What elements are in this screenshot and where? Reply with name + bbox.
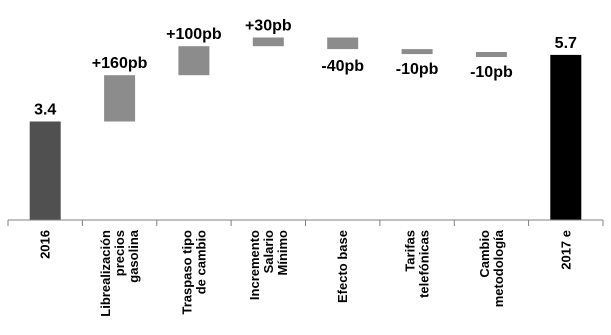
category-label-1: Librealización precios gasolina — [98, 229, 141, 316]
bar-6 — [475, 52, 507, 57]
bar-2 — [178, 46, 210, 76]
category-label-4: Efecto base — [335, 230, 350, 303]
value-label-7: 5.7 — [555, 35, 577, 52]
value-label-0: 3.4 — [34, 102, 56, 119]
value-label-4: -40pb — [321, 58, 364, 75]
category-label-line: telefónicas — [417, 230, 432, 298]
category-label-line: metodología — [491, 229, 506, 307]
bar-4 — [327, 37, 359, 50]
bar-7 — [550, 54, 582, 221]
category-label-line: Tarifas — [403, 230, 418, 272]
category-label-line: Cambio — [477, 230, 492, 278]
x-axis — [7, 219, 604, 226]
category-label-line: 2017 e — [558, 230, 573, 270]
bar-0 — [29, 121, 61, 220]
category-label-line: Traspaso tipo — [179, 230, 194, 315]
category-label-line: Efecto base — [335, 230, 350, 303]
category-label-line: Librealización — [98, 230, 113, 317]
value-label-3: +30pb — [245, 18, 292, 35]
category-label-line: Salario — [261, 230, 276, 273]
category-label-line: gasolina — [126, 229, 141, 283]
bars-group — [29, 37, 582, 221]
category-label-5: Tarifas telefónicas — [403, 230, 432, 298]
category-label-line: Incremento — [247, 230, 262, 300]
bar-1 — [104, 75, 136, 122]
value-label-2: +100pb — [166, 26, 222, 43]
value-label-6: -10pb — [470, 64, 513, 81]
category-label-7: 2017 e — [558, 230, 573, 270]
category-label-0: 2016 — [38, 230, 53, 259]
category-label-3: Incremento Salario Mínimo — [247, 230, 290, 300]
category-label-line: Mínimo — [275, 230, 290, 276]
category-label-line: precios — [112, 230, 127, 276]
tick-labels-group: 2016 Librealización precios gasolina Traspas… — [38, 229, 574, 316]
category-label-6: Cambio metodología — [477, 229, 506, 307]
category-label-line: de cambio — [193, 230, 208, 294]
value-labels-group: 3.4 +160pb +100pb +30pb -40pb -10pb -10pb 5.7 — [34, 18, 577, 119]
value-label-1: +160pb — [92, 55, 148, 72]
category-label-line: 2016 — [38, 230, 53, 259]
category-label-2: Traspaso tipo de cambio — [179, 230, 208, 315]
value-label-5: -10pb — [396, 61, 439, 78]
bar-5 — [401, 49, 433, 55]
bar-3 — [252, 37, 284, 47]
